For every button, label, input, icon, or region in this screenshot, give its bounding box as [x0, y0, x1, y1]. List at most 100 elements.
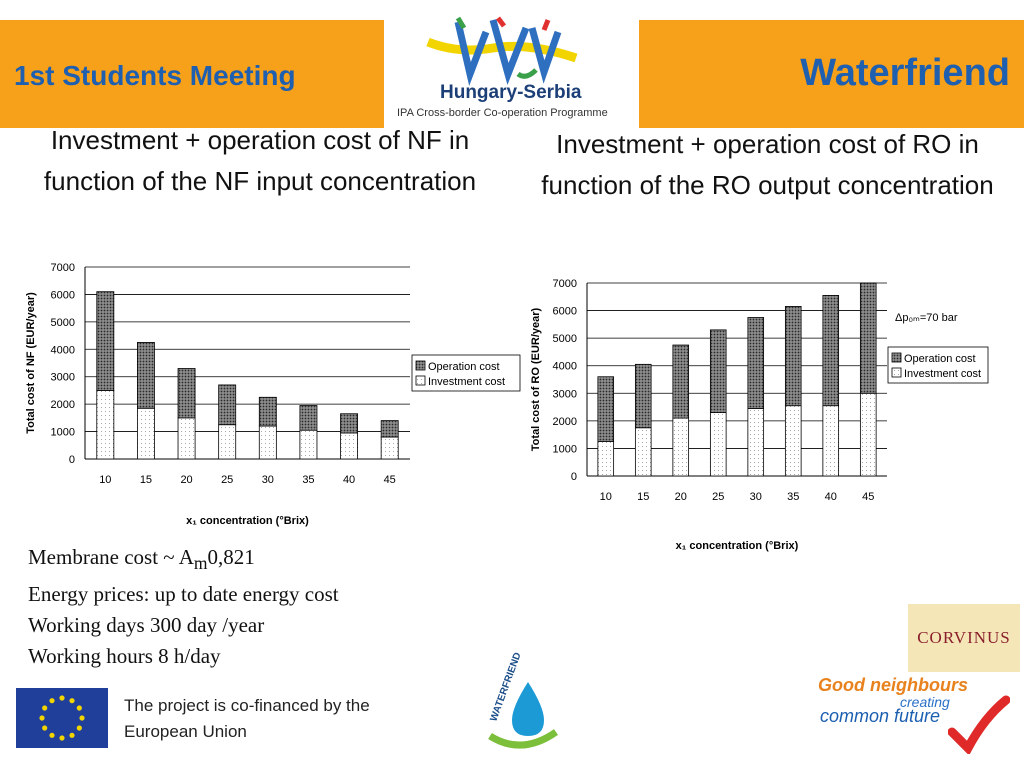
nf-cost-chart: 0 1000 2000 3000 4000 5000 6000 7000 10 15 20 25 30 3… [25, 262, 521, 527]
legend-label: Operation cost [904, 353, 976, 365]
investment-cost-bar [218, 424, 237, 460]
investment-cost-bar [747, 408, 765, 477]
x-tick-label: 45 [862, 491, 874, 503]
programme-subtitle: IPA Cross-border Co-operation Programme [397, 107, 608, 119]
y-tick-label: 1000 [51, 427, 75, 439]
parameters-list: Membrane cost ~ Am0,821 Energy prices: u… [28, 542, 339, 672]
y-tick-label: 5000 [553, 333, 577, 345]
legend-box [411, 354, 521, 392]
header-left-panel [0, 20, 384, 128]
investment-cost-bar [784, 405, 802, 477]
operation-cost-bar [859, 282, 877, 394]
x-tick-label: 40 [343, 474, 355, 486]
y-tick-label: 2000 [553, 416, 577, 428]
investment-cost-bar [709, 412, 727, 477]
legend-box [887, 346, 989, 384]
operation-cost-bar [177, 368, 196, 419]
x-tick-label: 10 [600, 491, 612, 503]
y-tick-label: 7000 [553, 278, 577, 290]
working-hours-line: Working hours 8 h/day [28, 644, 221, 669]
x-tick-label: 15 [637, 491, 649, 503]
operation-cost-bar [96, 291, 115, 391]
x-tick-label: 45 [384, 474, 396, 486]
operation-cost-bar [634, 363, 652, 429]
y-axis-label: Total cost of NF (EUR/year) [25, 292, 37, 434]
legend-swatch [415, 375, 426, 386]
checkmark-icon [948, 695, 1010, 754]
good-neighbours-text: Good neighbours [818, 675, 968, 695]
operation-cost-bar [597, 376, 615, 442]
y-tick-label: 0 [571, 471, 577, 483]
y-tick-label: 2000 [51, 399, 75, 411]
operation-cost-bar [822, 295, 840, 407]
investment-cost-bar [597, 441, 615, 477]
programme-name: Hungary-Serbia [440, 82, 582, 103]
legend-swatch [891, 352, 902, 363]
investment-cost-bar [822, 405, 840, 477]
x-tick-label: 30 [750, 491, 762, 503]
investment-cost-bar [137, 407, 155, 460]
operation-cost-bar [299, 405, 318, 431]
investment-cost-bar [634, 427, 652, 477]
y-tick-label: 1000 [553, 443, 577, 455]
y-tick-label: 4000 [51, 344, 75, 356]
operation-cost-bar [218, 384, 237, 426]
waterfriend-logo-icon: WATERFRIEND [488, 652, 559, 749]
meeting-title: 1st Students Meeting [14, 60, 296, 91]
ro-cost-chart: 0 1000 2000 3000 4000 5000 6000 7000 10 15 20 25 30 3… [530, 278, 989, 552]
membrane-cost-text: Membrane cost ~ A [28, 545, 194, 569]
y-tick-label: 0 [69, 454, 75, 466]
eu-flag-icon [16, 688, 108, 748]
y-tick-label: 3000 [553, 388, 577, 400]
chart-annotation: Δp₀ₘ=70 bar [895, 312, 958, 324]
x-tick-label: 25 [221, 474, 233, 486]
x-tick-label: 40 [825, 491, 837, 503]
ro-chart-title: Investment + operation cost of RO in fun… [541, 129, 994, 200]
x-tick-label: 20 [675, 491, 687, 503]
y-axis-label: Total cost of RO (EUR/year) [530, 307, 542, 451]
nf-chart-title: Investment + operation cost of NF in fun… [43, 125, 477, 196]
working-days-line: Working days 300 day /year [28, 613, 265, 638]
y-tick-label: 3000 [51, 372, 75, 384]
legend-label: Investment cost [428, 376, 505, 388]
y-tick-label: 5000 [51, 317, 75, 329]
investment-cost-bar [859, 392, 877, 477]
x-axis-label: x₁ concentration (°Brix) [676, 540, 799, 552]
hungary-serbia-logo-icon [426, 16, 578, 86]
investment-cost-bar [258, 425, 277, 460]
investment-cost-bar [96, 390, 115, 460]
x-tick-label: 25 [712, 491, 724, 503]
membrane-cost-subscript: m [193, 553, 208, 574]
x-tick-label: 30 [262, 474, 274, 486]
operation-cost-bar [137, 342, 155, 409]
operation-cost-bar [784, 306, 802, 407]
operation-cost-bar [672, 344, 690, 419]
legend-swatch [891, 367, 902, 378]
x-tick-label: 35 [787, 491, 799, 503]
corvinus-logo-icon: CORVINUS [908, 604, 1020, 672]
x-axis-label: x₁ concentration (°Brix) [186, 515, 309, 527]
creating-text: creating [900, 694, 950, 710]
y-tick-label: 7000 [51, 262, 75, 274]
eu-cofinance-text: The project is co-financed by the Europe… [124, 696, 370, 741]
y-tick-label: 4000 [553, 361, 577, 373]
y-tick-label: 6000 [51, 289, 75, 301]
legend-label: Investment cost [904, 368, 981, 380]
operation-cost-bar [747, 317, 765, 409]
operation-cost-bar [258, 396, 277, 427]
operation-cost-bar [340, 413, 358, 434]
operation-cost-bar [709, 329, 727, 413]
y-tick-label: 6000 [553, 306, 577, 318]
membrane-cost-exponent: 0,821 [207, 545, 255, 569]
energy-prices-line: Energy prices: up to date energy cost [28, 582, 339, 607]
legend-swatch [415, 360, 426, 371]
common-future-text: common future [820, 706, 941, 726]
brand-title: Waterfriend [800, 52, 1010, 94]
x-tick-label: 20 [180, 474, 192, 486]
investment-cost-bar [380, 436, 399, 460]
x-tick-label: 35 [302, 474, 314, 486]
investment-cost-bar [299, 429, 318, 460]
legend-label: Operation cost [428, 361, 500, 373]
x-tick-label: 15 [140, 474, 152, 486]
operation-cost-bar [380, 420, 399, 438]
